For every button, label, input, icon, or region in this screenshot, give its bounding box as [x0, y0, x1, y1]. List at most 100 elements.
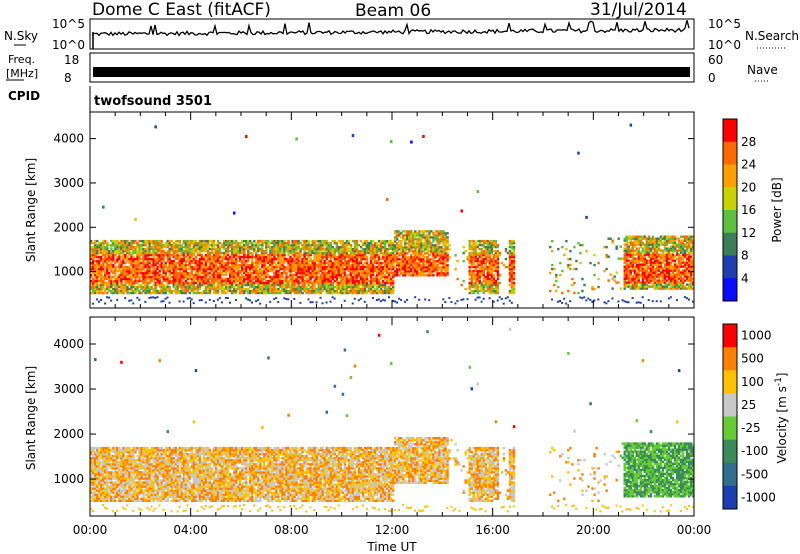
- data-cell: [198, 299, 201, 302]
- data-cell: [108, 267, 111, 271]
- data-cell: [387, 265, 391, 269]
- data-cell: [385, 251, 389, 255]
- data-cell: [329, 281, 332, 285]
- data-cell: [120, 273, 123, 277]
- data-cell: [303, 247, 306, 251]
- data-cell: [492, 241, 496, 245]
- data-cell: [406, 272, 409, 275]
- data-cell: [148, 296, 151, 299]
- data-cell: [200, 257, 204, 261]
- data-cell: [92, 285, 95, 289]
- data-cell: [303, 249, 306, 253]
- data-cell: [389, 277, 393, 281]
- data-cell: [180, 265, 184, 269]
- data-cell: [307, 271, 310, 275]
- data-cell: [335, 263, 339, 267]
- data-cell: [392, 300, 395, 303]
- data-cell: [126, 251, 129, 255]
- data-cell: [96, 287, 99, 291]
- data-cell: [251, 247, 254, 251]
- data-cell: [168, 287, 171, 291]
- data-cell: [631, 257, 634, 260]
- data-cell: [581, 289, 584, 293]
- data-cell: [222, 261, 226, 265]
- data-cell: [148, 289, 151, 293]
- data-cell: [486, 245, 490, 249]
- data-cell: [285, 241, 288, 245]
- data-cell: [331, 261, 335, 265]
- data-cell: [349, 263, 353, 267]
- data-cell: [621, 299, 624, 302]
- freq-trace: [93, 67, 690, 77]
- data-cell: [480, 285, 483, 289]
- data-cell: [396, 262, 399, 265]
- data-cell: [641, 296, 644, 299]
- data-cell: [361, 287, 365, 291]
- data-cell: [631, 235, 634, 238]
- data-cell: [120, 287, 123, 291]
- data-cell: [172, 289, 175, 293]
- data-cell: [243, 251, 246, 255]
- data-cell: [283, 297, 286, 300]
- data-cell: [643, 285, 647, 288]
- data-cell: [327, 241, 330, 245]
- data-cell: [132, 285, 135, 289]
- data-cell: [319, 243, 322, 247]
- data-cell: [633, 279, 637, 282]
- data-cell: [414, 264, 417, 267]
- data-cell: [349, 249, 353, 253]
- data-cell: [108, 259, 111, 263]
- data-cell: [166, 243, 169, 247]
- data-cell: [593, 299, 596, 302]
- data-cell: [311, 291, 314, 295]
- data-cell: [347, 269, 351, 273]
- data-cell: [90, 253, 93, 257]
- data-cell: [389, 287, 393, 291]
- data-cell: [293, 243, 296, 247]
- data-cell: [329, 257, 332, 261]
- data-cell: [387, 239, 391, 243]
- data-cell: [398, 252, 401, 255]
- data-cell: [335, 265, 339, 269]
- data-cell: [579, 261, 582, 265]
- data-cell: [293, 279, 296, 283]
- data-cell: [335, 283, 339, 287]
- data-cell: [116, 269, 119, 273]
- data-cell: [198, 287, 202, 291]
- data-cell: [508, 275, 512, 279]
- data-cell: [319, 279, 322, 283]
- data-cell: [150, 269, 153, 273]
- data-cell: [321, 253, 324, 257]
- data-cell: [398, 230, 401, 233]
- data-cell: [472, 241, 475, 245]
- data-cell: [361, 263, 365, 267]
- data-cell: [261, 265, 264, 269]
- data-cell: [243, 255, 246, 259]
- data-cell: [184, 269, 188, 273]
- data-cell: [255, 245, 258, 249]
- data-cell: [188, 285, 192, 289]
- data-cell: [385, 267, 389, 271]
- data-cell: [331, 281, 335, 285]
- data-cell: [279, 275, 282, 279]
- data-cell: [92, 302, 95, 305]
- data-cell: [228, 283, 232, 287]
- data-cell: [230, 247, 234, 251]
- data-cell: [118, 253, 121, 257]
- data-cell: [444, 250, 447, 253]
- data-cell: [470, 275, 473, 279]
- data-cell: [305, 245, 308, 249]
- data-cell: [398, 248, 401, 251]
- data-cell: [234, 277, 238, 281]
- data-cell: [605, 302, 608, 305]
- data-cell: [140, 275, 143, 279]
- data-cell: [255, 241, 258, 245]
- data-cell: [154, 271, 157, 275]
- data-cell: [418, 244, 421, 247]
- data-cell: [301, 253, 304, 257]
- data-cell: [174, 289, 177, 293]
- data-cell: [633, 287, 637, 290]
- data-cell: [259, 277, 262, 281]
- data-cell: [645, 239, 649, 242]
- data-cell: [343, 269, 347, 273]
